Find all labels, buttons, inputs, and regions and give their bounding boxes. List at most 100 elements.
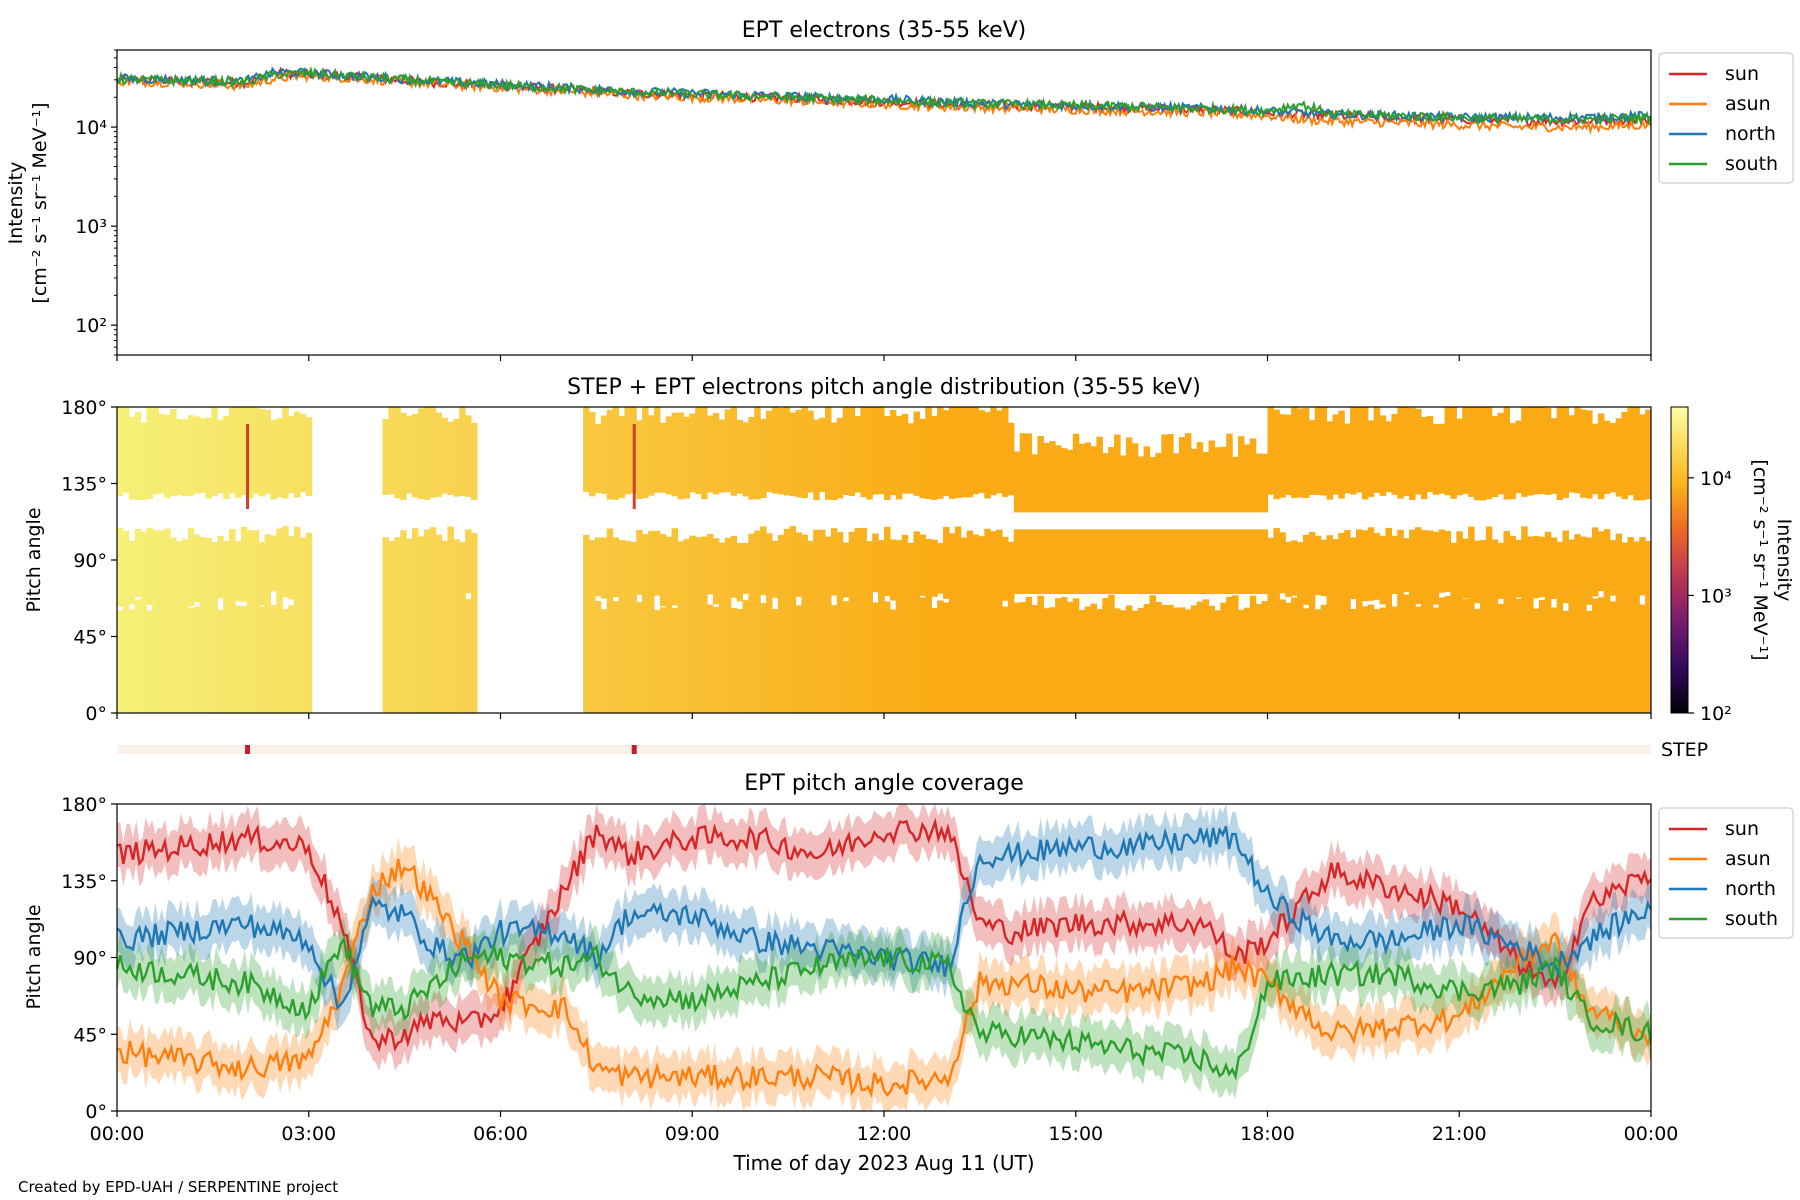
heatmap-cell	[925, 407, 932, 499]
heatmap-cell	[712, 412, 720, 495]
heatmap-cell	[193, 416, 201, 494]
heatmap-cell	[695, 578, 702, 713]
colorbar-tick-label: 10⁴	[1700, 468, 1732, 490]
heatmap-cell	[1202, 451, 1210, 513]
coverage-line-north	[117, 825, 1651, 1011]
heatmap-cell	[1302, 407, 1310, 498]
heatmap-cell	[901, 580, 909, 713]
heatmap-cell	[724, 587, 732, 713]
heatmap-cell	[718, 542, 726, 598]
heatmap-cell	[866, 407, 873, 500]
heatmap-cell	[1586, 410, 1593, 499]
heatmap-cell	[1273, 603, 1280, 713]
heatmap-cell	[1326, 590, 1333, 713]
heatmap-cell	[789, 590, 797, 713]
heatmap-cell	[1049, 607, 1056, 713]
heatmap-cell	[618, 415, 625, 498]
heatmap-cell	[1468, 600, 1475, 713]
x-axis-label: Time of day 2023 Aug 11 (UT)	[732, 1151, 1034, 1175]
heatmap-cell	[701, 407, 708, 500]
heatmap-cell	[1114, 529, 1121, 594]
heatmap-cell	[400, 530, 407, 600]
heatmap-cell	[1326, 535, 1333, 594]
heatmap-cell	[199, 579, 207, 713]
heatmap-cell	[1385, 421, 1392, 493]
heatmap-cell	[193, 534, 201, 603]
heatmap-cell	[1049, 441, 1056, 513]
heatmap-cell	[211, 407, 218, 496]
heatmap-cell	[282, 407, 289, 499]
heatmap-cell	[1515, 420, 1522, 494]
coverage-panel-title: EPT pitch angle coverage	[744, 771, 1024, 796]
heatmap-cell	[1603, 529, 1611, 607]
x-tick-label: 12:00	[857, 1123, 912, 1145]
legend-label-sun: sun	[1725, 63, 1759, 85]
heatmap-cell	[294, 526, 301, 600]
heatmap-cell	[1226, 433, 1233, 513]
coverage-line-sun	[117, 817, 1651, 1053]
heatmap-cell	[394, 581, 401, 713]
heatmap-cell	[181, 584, 189, 713]
heatmap-cell	[447, 586, 454, 713]
heatmap-cell	[1533, 536, 1540, 599]
heatmap-cell	[1208, 440, 1215, 513]
heatmap-cell	[229, 407, 236, 494]
heatmap-cell	[783, 577, 791, 713]
heatmap-cell	[164, 528, 171, 605]
heatmap-cell	[1409, 529, 1416, 606]
heatmap-cell	[1190, 529, 1198, 594]
footer-credit: Created by EPD-UAH / SERPENTINE project	[18, 1178, 338, 1196]
heatmap-cell	[1503, 407, 1510, 500]
heatmap-cell	[152, 581, 159, 713]
heatmap-cell	[1580, 409, 1587, 498]
heatmap-cell	[648, 415, 655, 496]
heatmap-cell	[122, 597, 130, 713]
heatmap-cell	[1125, 437, 1133, 513]
heatmap-cell	[423, 407, 431, 500]
heatmap-cell	[1350, 609, 1357, 713]
heatmap-cell	[1556, 541, 1564, 594]
heatmap-cell	[447, 526, 454, 602]
heatmap-cell	[1149, 529, 1156, 594]
legend-label-asun: asun	[1725, 848, 1771, 870]
heatmap-cell	[246, 407, 254, 499]
heatmap-cell	[1090, 603, 1097, 713]
step-marks	[245, 745, 637, 754]
heatmap-cell	[1320, 604, 1328, 713]
heatmap-cell	[848, 531, 856, 594]
heatmap-cell	[760, 418, 767, 498]
heatmap-cell	[1031, 529, 1038, 594]
heatmap-cell	[158, 530, 165, 604]
intensity-y-tick-label: 10³	[75, 216, 107, 238]
heatmap-cell	[176, 541, 183, 599]
heatmap-cell	[459, 542, 466, 606]
step-bar-label: STEP	[1661, 739, 1708, 761]
heatmap-cell	[630, 541, 637, 603]
heatmap-cell	[1356, 407, 1363, 493]
heatmap-cell	[282, 609, 289, 713]
heatmap-cell	[1485, 526, 1493, 607]
coverage-y-tick-label: 90°	[73, 948, 107, 970]
heatmap-cell	[1061, 597, 1068, 713]
heatmap-cell	[701, 583, 708, 713]
heatmap-cell	[1078, 610, 1086, 713]
heatmap-cell	[795, 532, 802, 597]
heatmap-cell	[583, 534, 590, 592]
heatmap-cell	[960, 601, 968, 713]
heatmap-cell	[819, 529, 826, 592]
heatmap-cell	[671, 412, 679, 497]
heatmap-cell	[1350, 537, 1357, 600]
heatmap-cell	[1013, 602, 1021, 713]
heatmap-cell	[1597, 597, 1605, 713]
pitch-distribution-y-tick-label: 45°	[73, 627, 107, 649]
heatmap-cell	[966, 530, 974, 597]
heatmap-cell	[1538, 407, 1546, 494]
heatmap-cell	[1603, 587, 1611, 713]
heatmap-cell	[1491, 539, 1499, 597]
heatmap-cell	[1161, 529, 1168, 594]
heatmap-cell	[1597, 531, 1605, 592]
heatmap-cell	[1114, 434, 1121, 513]
heatmap-cell	[176, 577, 183, 713]
heatmap-cell	[854, 585, 861, 713]
heatmap-cell	[294, 599, 301, 713]
